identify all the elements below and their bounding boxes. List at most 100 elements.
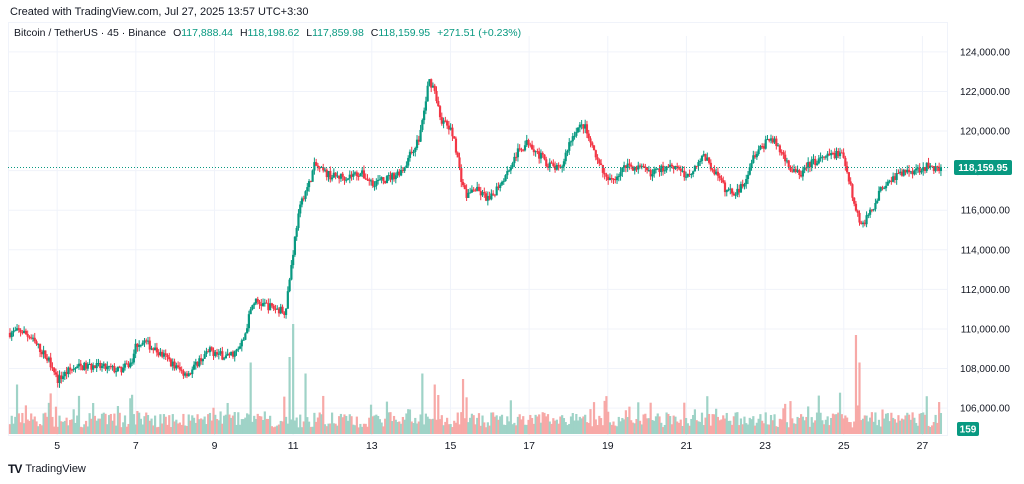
candle-body — [231, 351, 235, 357]
candle-body — [815, 163, 819, 165]
volume-bar — [736, 412, 739, 434]
candle-body — [56, 374, 59, 383]
y-tick-label: 112,000.00 — [961, 285, 1011, 296]
volume-bar — [200, 418, 203, 434]
volume-bar — [272, 427, 275, 434]
candle-body — [442, 120, 445, 124]
volume-bar — [389, 412, 392, 434]
candle-body — [681, 170, 684, 172]
candle-body — [874, 202, 877, 210]
candle-body — [911, 171, 914, 175]
candle-body — [477, 186, 481, 192]
candle-body — [330, 177, 334, 180]
candle-body — [288, 279, 291, 292]
volume-bar — [913, 417, 916, 434]
candle-body — [378, 179, 381, 181]
volume-bar — [607, 411, 610, 434]
candle-body — [615, 176, 619, 181]
candle-body — [284, 308, 288, 315]
volume-bar — [545, 416, 548, 434]
candle-body — [421, 120, 424, 130]
candle-body — [592, 145, 596, 151]
candle-body — [472, 189, 475, 191]
volume-bar — [407, 409, 410, 434]
candle-body — [734, 194, 737, 196]
volume-bar — [460, 412, 463, 434]
candle-body — [300, 198, 304, 205]
candle-body — [617, 176, 620, 178]
candle-body — [401, 169, 404, 171]
candle-body — [398, 171, 401, 176]
volume-bar — [164, 416, 167, 434]
candle-body — [605, 174, 608, 177]
candle-body — [93, 365, 97, 369]
candle-body — [207, 351, 210, 353]
volume-bar — [136, 411, 139, 434]
volume-bar — [626, 417, 629, 434]
candle-body — [166, 354, 169, 358]
candle-body — [67, 367, 70, 375]
volume-bar — [516, 416, 520, 434]
volume-bar — [552, 418, 555, 434]
volume-bar — [580, 418, 583, 434]
volume-bar — [837, 412, 840, 434]
volume-bar — [792, 423, 796, 434]
candle-body — [578, 124, 581, 128]
chart-pane[interactable] — [8, 22, 948, 436]
candle-body — [253, 303, 256, 306]
volume-bar — [906, 412, 909, 434]
candle-body — [761, 146, 764, 148]
candle-body — [913, 170, 916, 175]
volume-bar — [538, 414, 541, 434]
candle-body — [111, 366, 114, 368]
volume-bar — [860, 420, 863, 434]
volume-bar — [419, 414, 422, 434]
volume-bar — [812, 422, 815, 434]
volume-bar — [702, 425, 705, 434]
candle-body — [42, 350, 45, 355]
candle-body — [821, 156, 824, 158]
candle-body — [451, 127, 454, 137]
candle-body — [847, 172, 850, 182]
volume-bar — [854, 335, 858, 434]
open-value: 117,888.44 — [181, 27, 234, 39]
volume-bar — [35, 421, 38, 434]
candle-body — [538, 151, 541, 159]
volume-bar — [205, 424, 208, 434]
volume-bar — [309, 426, 312, 434]
volume-bar — [177, 423, 180, 434]
candle-body — [541, 152, 544, 155]
volume-bar — [584, 414, 587, 434]
candle-body — [759, 146, 762, 150]
volume-bar — [529, 414, 532, 434]
tradingview-footer[interactable]: TV TradingView — [8, 462, 86, 476]
candle-body — [644, 166, 647, 168]
candle-body — [35, 341, 38, 345]
volume-bar — [504, 424, 507, 434]
volume-bar — [555, 419, 558, 434]
volume-bar — [146, 415, 150, 434]
volume-bar — [256, 413, 259, 434]
volume-bar — [647, 418, 650, 434]
candle-body — [909, 171, 912, 173]
volume-bar — [415, 423, 419, 434]
volume-bar — [318, 412, 321, 434]
volume-bar — [21, 412, 24, 434]
candle-body — [688, 173, 691, 175]
volume-bar — [369, 404, 373, 434]
symbol-label[interactable]: Bitcoin / TetherUS · 45 · Binance — [14, 27, 167, 39]
volume-bar — [587, 422, 590, 434]
candle-body — [100, 366, 104, 368]
candle-body — [136, 343, 139, 347]
candle-body — [458, 157, 461, 169]
candle-body — [332, 172, 335, 178]
volume-bar — [734, 412, 737, 434]
volume-bar — [201, 419, 204, 434]
candle-body — [819, 157, 822, 159]
volume-bar — [922, 412, 925, 434]
candle-body — [888, 180, 891, 182]
candle-body — [352, 173, 355, 177]
candle-body — [322, 167, 325, 171]
candle-body — [187, 373, 190, 377]
